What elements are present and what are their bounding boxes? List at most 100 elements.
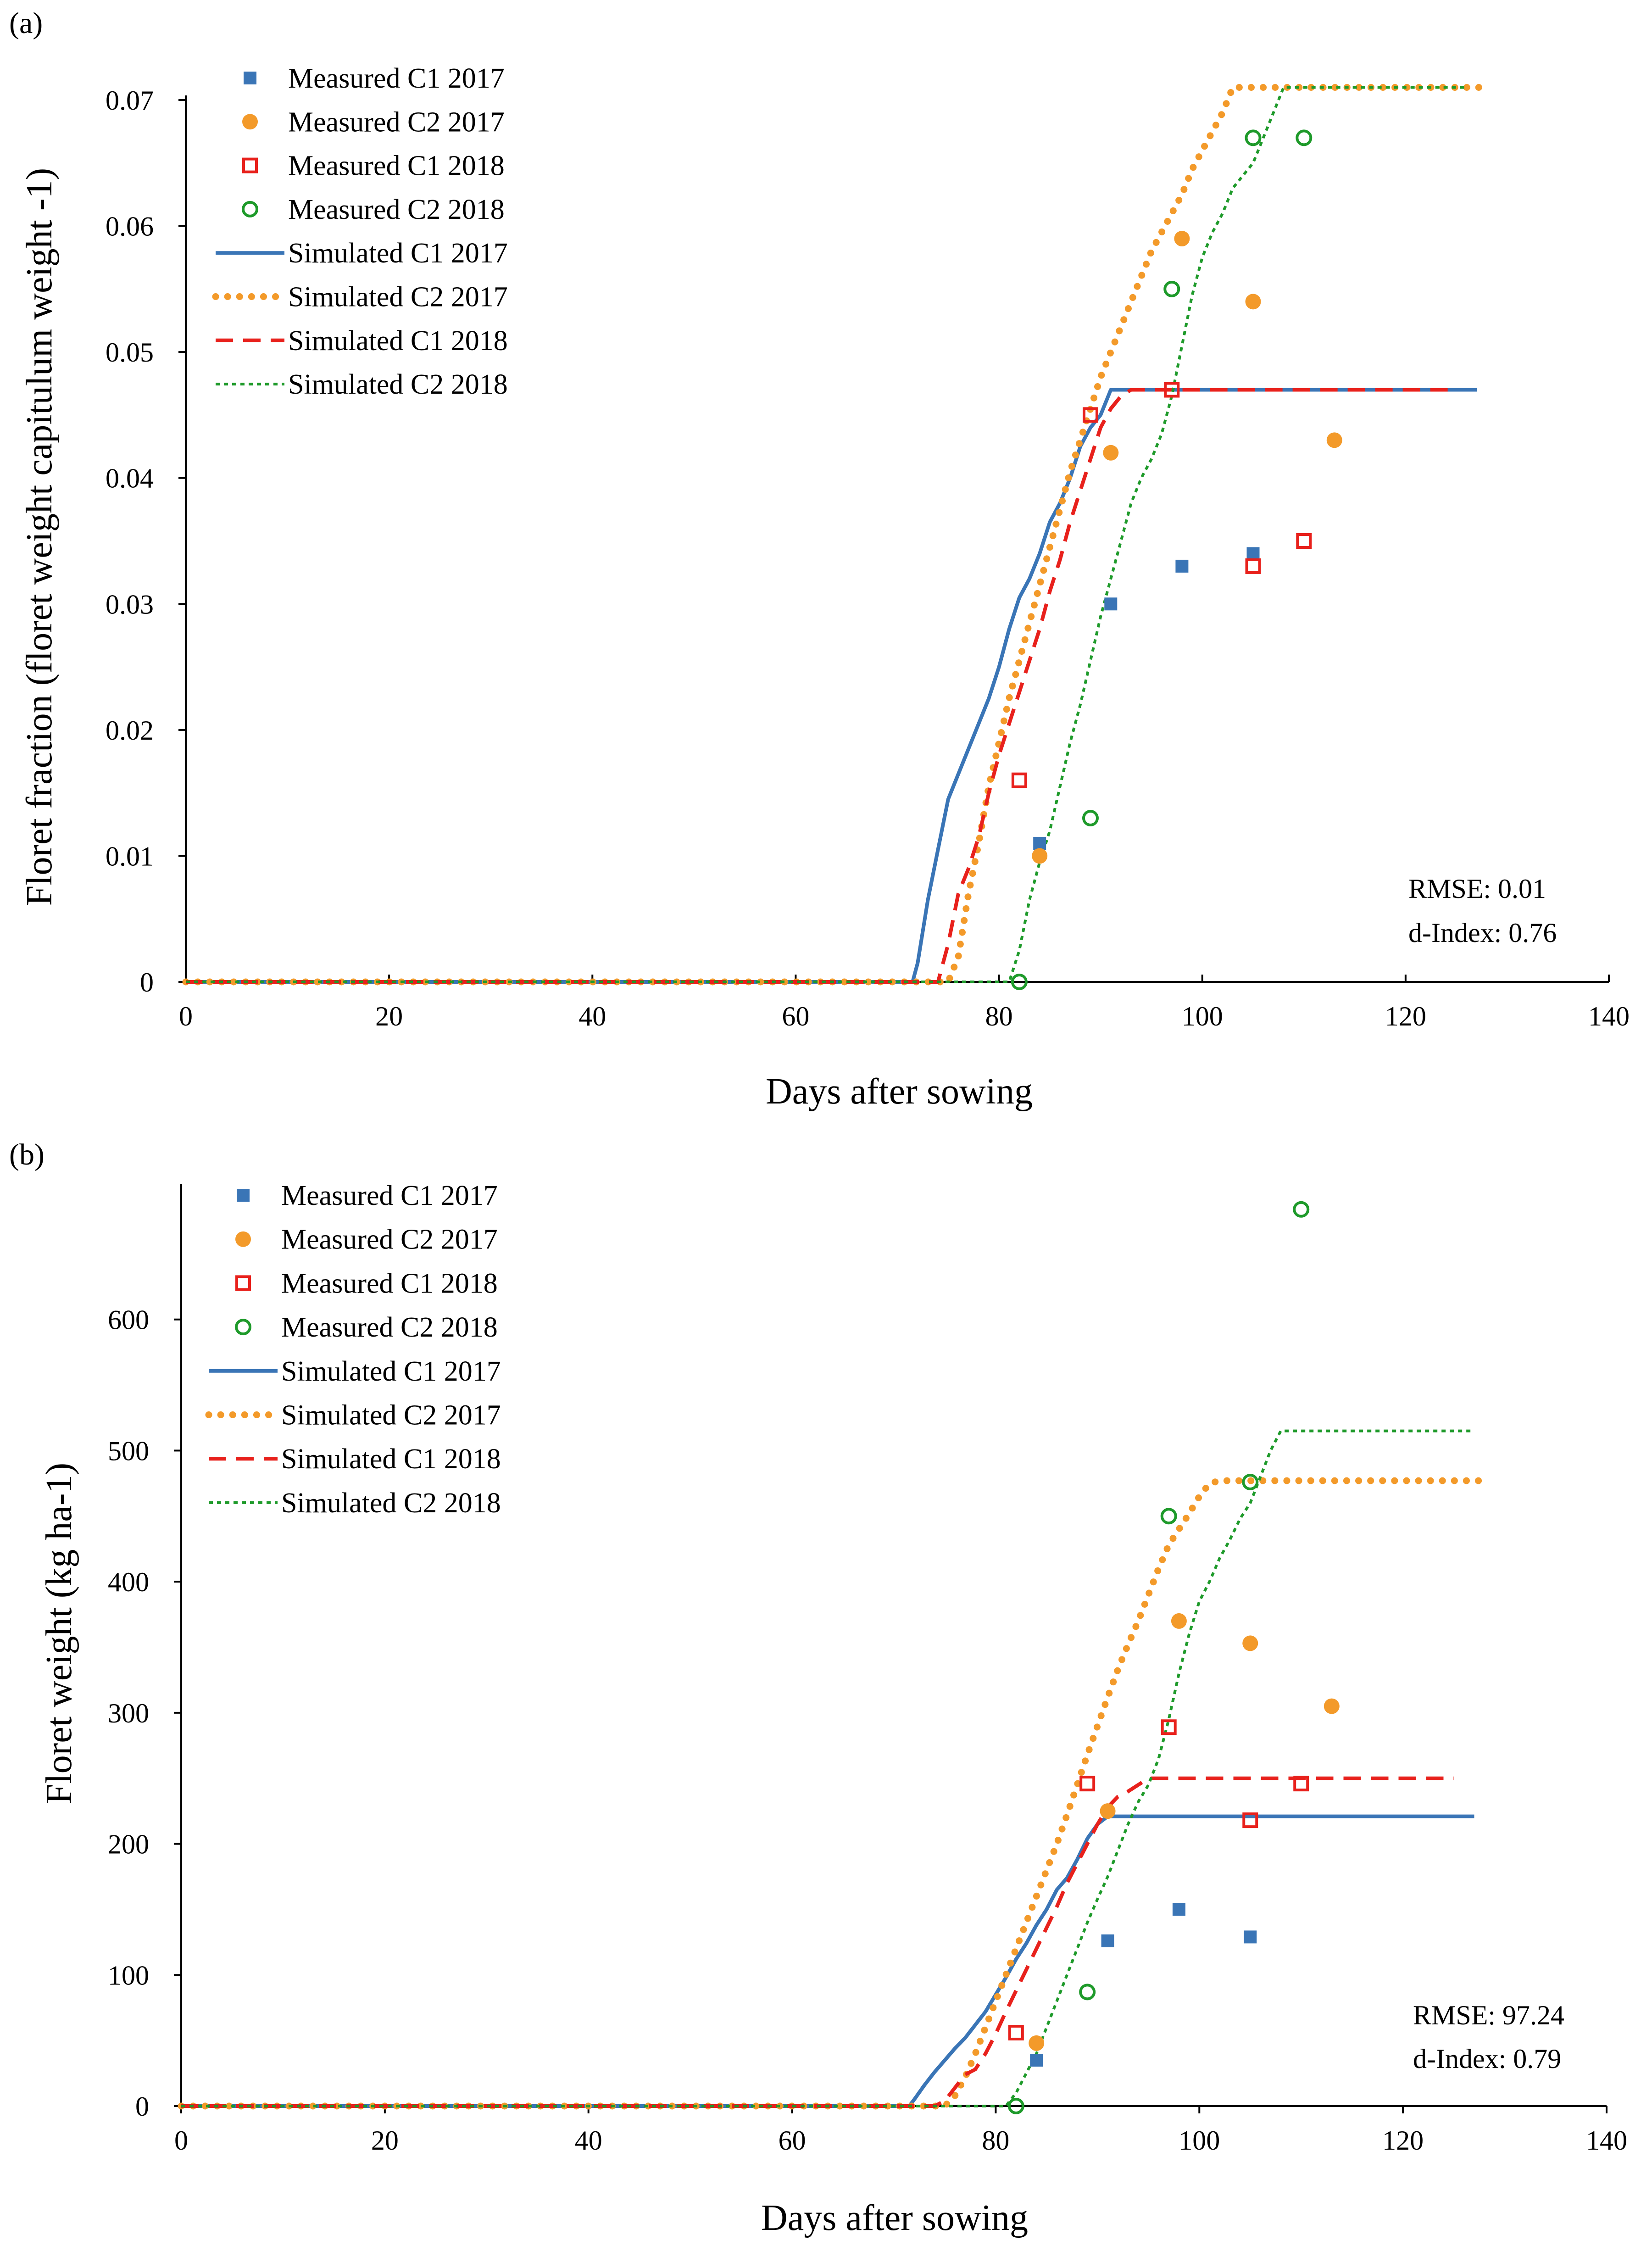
panel-a: (a) 0 20 40 60 80 100 120 14000.010.020.030.040…	[9, 6, 1630, 1112]
panel-a-y-axis-label: Floret fraction (floret weight capitulum…	[19, 168, 60, 906]
x-tick-label: 120	[1385, 1001, 1426, 1031]
data-point-measured-c2-2018	[1082, 810, 1099, 827]
data-point-measured-c1-2018	[1011, 772, 1027, 788]
x-tick-label: 40	[578, 1001, 606, 1031]
data-point-measured-c2-2017	[1032, 848, 1048, 864]
x-tick-label: 80	[985, 1001, 1013, 1031]
legend-label-measured-c1-2017: Measured C1 2017	[288, 63, 505, 94]
x-tick-label: 60	[782, 1001, 809, 1031]
panel-a-label: (a)	[9, 6, 43, 40]
legend-label-simulated-c2-2017: Simulated C2 2017	[288, 282, 508, 313]
x-tick-label: 120	[1382, 2125, 1424, 2156]
y-tick-label: 600	[108, 1305, 149, 1335]
x-tick-label: 140	[1588, 1001, 1630, 1031]
data-point-measured-c2-2018	[1163, 280, 1180, 297]
x-tick-label: 100	[1182, 1001, 1223, 1031]
data-point-measured-c2-2017	[1174, 231, 1190, 247]
legend-label-measured-c2-2017: Measured C2 2017	[281, 1224, 498, 1255]
x-tick-label: 140	[1586, 2125, 1627, 2156]
data-point-measured-c2-2018	[1007, 2098, 1024, 2114]
panel-b-d-index: d-Index: 0.79	[1413, 2044, 1561, 2074]
data-point-measured-c2-2018	[1160, 1508, 1177, 1525]
legend-swatch-measured-c2-2018	[235, 1319, 251, 1336]
legend-swatch-measured-c1-2018	[235, 1275, 251, 1291]
legend-swatch-measured-c2-2018	[242, 201, 258, 217]
legend-label-measured-c1-2017: Measured C1 2017	[281, 1180, 498, 1211]
panel-b: (b) 0 20 40 60 80 100 120 140 0 100 200 300 400 500 60…	[9, 1138, 1627, 2238]
x-tick-label: 20	[375, 1001, 403, 1031]
y-tick-label: 300	[108, 1698, 149, 1728]
y-tick-label: 0.04	[106, 463, 154, 494]
panel-a-d-index: d-Index: 0.76	[1408, 918, 1557, 948]
legend-label-measured-c1-2018: Measured C1 2018	[288, 150, 505, 182]
y-tick-label: 200	[108, 1829, 149, 1860]
panel-b-x-axis-label: Days after sowing	[761, 2198, 1028, 2238]
panel-b-label: (b)	[9, 1138, 44, 1171]
panel-b-legend: Measured C1 2017 Measured C2 2017 Measured…	[205, 1180, 501, 1519]
y-tick-label: 0.06	[106, 212, 154, 242]
data-point-measured-c1-2018	[1293, 1776, 1309, 1792]
legend-label-simulated-c1-2017: Simulated C1 2017	[281, 1356, 501, 1387]
data-point-measured-c2-2018	[1296, 129, 1313, 146]
data-point-measured-c2-2017	[1245, 294, 1261, 310]
data-point-measured-c1-2018	[1296, 533, 1312, 549]
data-point-measured-c1-2017	[1244, 1930, 1257, 1944]
data-point-measured-c1-2018	[1079, 1776, 1096, 1792]
legend-swatch-measured-c1-2017	[237, 1189, 250, 1202]
data-point-measured-c2-2017	[1242, 1635, 1258, 1651]
data-point-measured-c1-2018	[1164, 382, 1180, 398]
data-point-measured-c2-2018	[1011, 974, 1028, 990]
series-line-simulated-c1-2018	[181, 1776, 1454, 2108]
y-tick-label: 0.02	[106, 715, 154, 746]
data-point-measured-c2-2017	[1324, 1698, 1340, 1714]
panel-b-markers	[1007, 1201, 1340, 2114]
panel-a-rmse: RMSE: 0.01	[1408, 874, 1546, 904]
data-point-measured-c1-2018	[1245, 558, 1261, 574]
legend-label-measured-c2-2017: Measured C2 2017	[288, 106, 505, 138]
data-point-measured-c1-2017	[1033, 836, 1046, 850]
x-tick-label: 40	[575, 2125, 602, 2156]
data-point-measured-c2-2017	[1171, 1613, 1187, 1629]
data-point-measured-c2-2017	[1100, 1803, 1116, 1819]
data-point-measured-c1-2018	[1008, 2025, 1024, 2040]
x-tick-label: 0	[179, 1001, 193, 1031]
series-line-simulated-c2-2018	[186, 86, 1467, 983]
x-tick-label: 80	[982, 2125, 1009, 2156]
legend-swatch-measured-c2-2017	[235, 1231, 251, 1247]
data-point-measured-c1-2017	[1246, 547, 1260, 560]
legend-label-simulated-c2-2017: Simulated C2 2017	[281, 1400, 501, 1431]
legend-label-simulated-c1-2018: Simulated C1 2018	[281, 1443, 501, 1475]
data-point-measured-c2-2017	[1029, 2035, 1045, 2051]
legend-label-simulated-c2-2018: Simulated C2 2018	[281, 1488, 501, 1519]
y-tick-label: 500	[108, 1436, 149, 1466]
panel-a-axes: 0 20 40 60 80 100 120 140 0 0.01 0.02 0.03 0.04 0.05 0…	[106, 85, 1630, 1031]
x-tick-label: 60	[779, 2125, 806, 2156]
series-line-simulated-c2-2018	[181, 1429, 1474, 2107]
legend-swatch-measured-c2-2017	[242, 114, 258, 130]
panel-a-markers	[1011, 129, 1342, 990]
data-point-measured-c2-2017	[1326, 432, 1342, 448]
data-point-measured-c2-2018	[1079, 1984, 1096, 2001]
legend-label-simulated-c1-2017: Simulated C1 2017	[288, 238, 508, 269]
data-point-measured-c1-2017	[1101, 1934, 1114, 1947]
series-line-simulated-c1-2017	[181, 1814, 1474, 2108]
data-point-measured-c1-2017	[1172, 1903, 1185, 1916]
series-line-simulated-c1-2018	[186, 388, 1457, 984]
data-point-measured-c2-2017	[1103, 445, 1119, 461]
series-line-simulated-c1-2017	[186, 388, 1477, 984]
y-tick-label: 0.05	[106, 337, 154, 368]
x-tick-label: 0	[174, 2125, 188, 2156]
panel-a-legend: Measured C1 2017 Measured C2 2017 Measured…	[212, 63, 508, 400]
legend-swatch-measured-c1-2018	[242, 157, 258, 173]
y-tick-label: 0.01	[106, 841, 154, 871]
y-tick-label: 0	[140, 967, 154, 998]
panel-b-rmse: RMSE: 97.24	[1413, 2000, 1564, 2030]
data-point-measured-c1-2017	[1104, 597, 1118, 611]
data-point-measured-c1-2018	[1242, 1812, 1258, 1828]
y-tick-label: 100	[108, 1960, 149, 1990]
legend-label-simulated-c2-2018: Simulated C2 2018	[288, 369, 508, 400]
y-tick-label: 0.03	[106, 589, 154, 619]
legend-swatch-measured-c1-2017	[244, 72, 256, 84]
data-point-measured-c1-2017	[1175, 559, 1189, 573]
panel-a-x-axis-label: Days after sowing	[766, 1071, 1033, 1112]
